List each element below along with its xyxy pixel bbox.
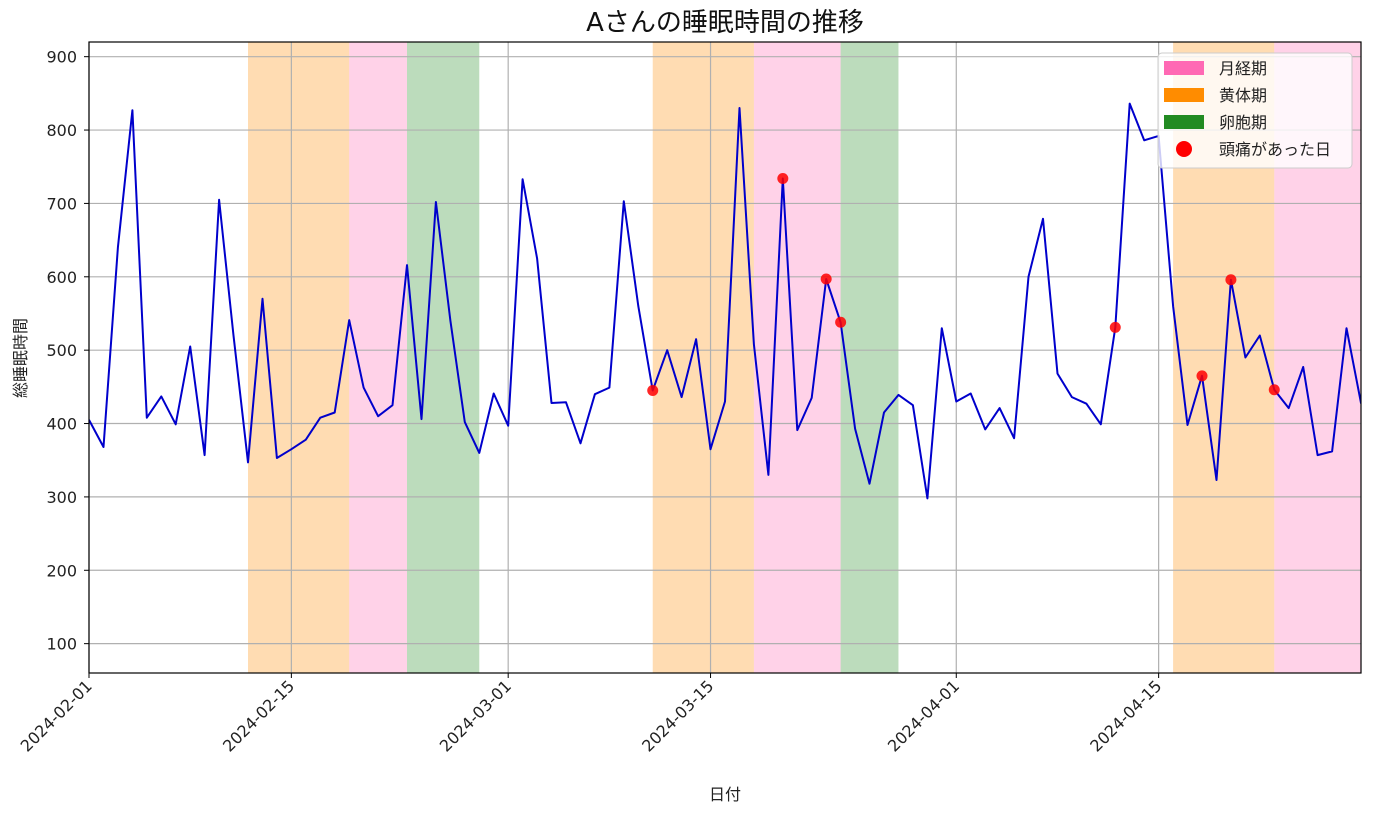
x-tick-label: 2024-03-15 xyxy=(638,676,717,755)
legend-box xyxy=(1157,52,1353,169)
x-tick-label: 2024-03-01 xyxy=(436,676,515,755)
y-tick-label: 400 xyxy=(46,415,77,434)
headache-point xyxy=(777,172,789,184)
plot-frame xyxy=(88,41,1362,674)
headache-point xyxy=(1109,321,1121,333)
headache-point xyxy=(835,316,847,328)
x-tick-label: 2024-04-01 xyxy=(884,676,963,755)
y-tick-label: 900 xyxy=(46,48,77,67)
headache-point xyxy=(1225,274,1237,286)
phase-band-luteal xyxy=(248,42,350,673)
x-axis-ticks: 2024-02-01 2024-02-15 2024-03-01 2024-03-15… xyxy=(17,673,1165,756)
y-axis-label: 総睡眠時間 xyxy=(11,318,30,398)
phase-band-menstrual xyxy=(753,42,841,673)
y-tick-label: 700 xyxy=(46,194,77,213)
legend-label: 黄体期 xyxy=(1219,86,1267,105)
legend-label: 頭痛があった日 xyxy=(1219,140,1331,159)
x-tick-label: 2024-02-15 xyxy=(219,676,298,755)
x-axis-label: 日付 xyxy=(709,785,741,804)
y-axis-ticks: 100 200 300 400 500 600 700 800 900 xyxy=(46,48,89,654)
legend-swatch-luteal xyxy=(1164,88,1204,102)
headache-point xyxy=(647,385,659,397)
plot-area xyxy=(88,41,1375,674)
chart-title: Aさんの睡眠時間の推移 xyxy=(586,8,864,38)
legend-swatch-follicular xyxy=(1164,115,1204,129)
x-tick-label: 2024-04-15 xyxy=(1086,676,1165,755)
y-tick-label: 500 xyxy=(46,341,77,360)
legend-swatch-menstrual xyxy=(1164,61,1204,75)
y-tick-label: 800 xyxy=(46,121,77,140)
phase-band-follicular xyxy=(407,42,480,673)
headache-markers xyxy=(647,172,1280,397)
legend-label: 卵胞期 xyxy=(1219,113,1267,132)
headache-point xyxy=(1268,384,1280,396)
phase-band-follicular xyxy=(840,42,899,673)
legend-marker-headache xyxy=(1176,141,1192,157)
phase-band-follicular xyxy=(1361,42,1375,673)
y-tick-label: 200 xyxy=(46,561,77,580)
headache-point xyxy=(820,273,832,285)
grid-lines xyxy=(88,42,1361,673)
headache-point xyxy=(1196,370,1208,382)
y-tick-label: 100 xyxy=(46,635,77,654)
legend-label: 月経期 xyxy=(1219,59,1267,78)
x-tick-label: 2024-02-01 xyxy=(17,676,96,755)
y-tick-label: 600 xyxy=(46,268,77,287)
y-tick-label: 300 xyxy=(46,488,77,507)
